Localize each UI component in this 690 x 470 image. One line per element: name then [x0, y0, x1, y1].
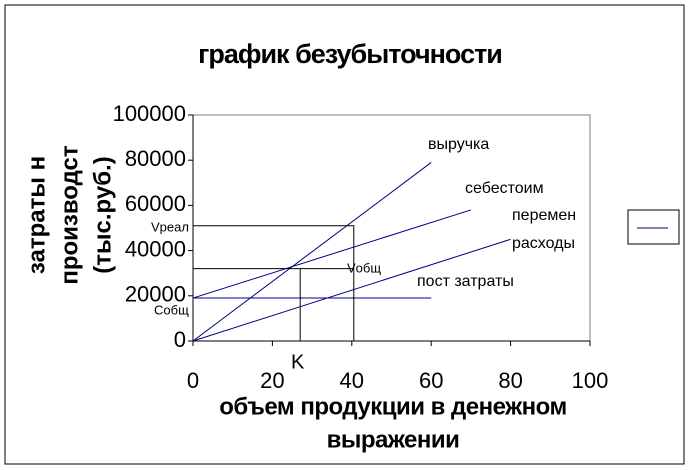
y-tick-label: 60000: [125, 191, 186, 216]
annotation: выручка: [428, 136, 489, 153]
x-tick-label: 40: [340, 368, 364, 393]
y-axis-label: (тыс.руб.): [89, 156, 116, 273]
x-tick-label: 100: [572, 368, 609, 393]
annotation: K: [291, 351, 305, 373]
annotation: расходы: [512, 235, 575, 252]
annotation: перемен: [512, 207, 576, 224]
x-tick-label: 20: [260, 368, 284, 393]
annotation: пост затраты: [417, 273, 514, 290]
x-tick-label: 80: [498, 368, 522, 393]
legend-box: [628, 210, 679, 244]
x-axis-label: выражении: [327, 426, 460, 453]
y-tick-label: 0: [174, 327, 186, 352]
annotation: Vобщ: [347, 260, 381, 275]
x-tick-label: 60: [419, 368, 443, 393]
y-axis-label: производст: [56, 145, 83, 285]
chart-title: график безубыточности: [198, 39, 502, 69]
x-axis-label: объем продукции в денежном: [219, 393, 567, 420]
annotation: себестоим: [465, 180, 544, 197]
y-tick-label: 100000: [113, 101, 186, 126]
y-axis-label: затраты н: [23, 156, 50, 274]
y-tick-label: 80000: [125, 146, 186, 171]
annotation: Vреал: [151, 219, 189, 234]
x-tick-label: 0: [187, 368, 199, 393]
annotation: Cобщ: [154, 302, 189, 317]
legend: [628, 210, 679, 244]
y-tick-label: 40000: [125, 236, 186, 261]
